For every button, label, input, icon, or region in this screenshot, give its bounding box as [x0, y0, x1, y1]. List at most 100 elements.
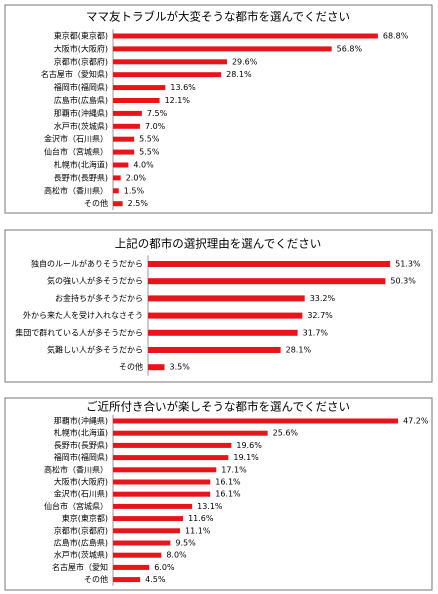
panel [4, 397, 433, 591]
value-label: 16.1% [215, 478, 241, 487]
value-label: 47.2% [403, 417, 429, 426]
category-label: 広島市(広島県) [54, 538, 108, 548]
value-label: 1.5% [124, 186, 145, 195]
value-label: 12.1% [165, 96, 191, 105]
category-label: 那覇市(沖縄県) [54, 108, 108, 118]
bar [113, 418, 399, 424]
category-label: 長野市(長野県) [54, 172, 108, 182]
bar [113, 98, 160, 103]
value-label: 4.5% [145, 575, 166, 584]
value-label: 19.6% [236, 441, 262, 450]
value-label: 8.0% [166, 551, 187, 560]
bar [113, 577, 141, 583]
bar [113, 552, 162, 558]
bar [113, 162, 129, 168]
category-label: その他 [84, 574, 108, 584]
value-label: 13.6% [170, 83, 196, 92]
category-label: 集団で群れている人が多そうだから [15, 327, 143, 337]
value-label: 2.5% [128, 199, 149, 208]
value-label: 6.0% [154, 563, 175, 572]
bar [148, 364, 165, 371]
panel [4, 4, 433, 214]
value-label: 28.1% [226, 70, 252, 79]
value-label: 7.5% [147, 109, 168, 118]
bar [113, 540, 171, 546]
value-label: 29.6% [232, 57, 258, 66]
value-label: 25.6% [273, 429, 299, 438]
value-label: 2.0% [126, 173, 147, 182]
value-label: 16.1% [215, 490, 241, 499]
bar [148, 295, 305, 302]
category-label: 長野市(長野県) [54, 440, 108, 450]
category-label: 水戸市(茨城県) [54, 550, 108, 560]
category-label: 高松市（香川県） [44, 464, 108, 474]
bar [113, 149, 135, 155]
value-label: 19.1% [233, 453, 259, 462]
value-label: 32.7% [307, 311, 333, 320]
category-label: 大阪市(大阪府) [54, 43, 108, 53]
value-label: 7.0% [145, 122, 166, 131]
bar [113, 59, 227, 65]
bar [113, 491, 211, 497]
bar [113, 467, 217, 473]
value-label: 11.6% [188, 514, 214, 523]
bar [113, 479, 211, 485]
category-label: 東京(東京都) [62, 513, 108, 523]
bar [113, 455, 229, 461]
bar [113, 188, 119, 194]
category-label: その他 [119, 362, 143, 372]
category-label: 名古屋市（愛知県) [41, 69, 108, 79]
category-label: 仙台市（宮城県） [44, 147, 108, 157]
category-label: 福岡市(福岡県) [54, 82, 108, 92]
category-label: 独自のルールがありそうだから [31, 259, 143, 269]
bar [148, 278, 386, 285]
category-label: 札幌市(北海道) [54, 428, 108, 438]
bar [113, 503, 193, 509]
category-label: 気難しい人が多そうだから [47, 345, 143, 355]
bar [113, 528, 181, 534]
value-label: 11.1% [185, 526, 211, 535]
category-label: 高松市（香川県） [44, 185, 108, 195]
bar [113, 201, 123, 207]
value-label: 50.3% [390, 277, 416, 286]
chart-title: ご近所付き合いが楽しそうな都市を選んでください [86, 400, 350, 414]
category-label: 外から来た人を受け入れなさそう [23, 310, 143, 320]
bar [148, 312, 303, 319]
category-label: 那覇市(沖縄県) [54, 416, 108, 426]
value-label: 5.5% [139, 135, 160, 144]
category-label: 京都市(京都府) [54, 525, 108, 535]
category-label: 水戸市(茨城県) [54, 121, 108, 131]
category-label: 広島市(広島県) [54, 95, 108, 105]
category-label: 気の強い人が多そうだから [47, 276, 143, 286]
value-label: 31.7% [303, 328, 329, 337]
bar [113, 442, 232, 448]
category-label: 金沢市（石川県） [44, 134, 108, 144]
category-label: 福岡市(福岡県) [54, 452, 108, 462]
bar [113, 33, 378, 39]
bar [113, 123, 140, 129]
bar [113, 175, 121, 181]
bar [113, 516, 184, 522]
value-label: 33.2% [310, 294, 336, 303]
value-label: 28.1% [286, 346, 312, 355]
bar [148, 261, 391, 267]
value-label: 51.3% [395, 260, 421, 269]
bar [148, 347, 281, 353]
category-label: 東京都(東京都) [54, 31, 108, 41]
value-label: 13.1% [197, 502, 223, 511]
chart-title: 上記の都市の選択理由を選んでください [115, 237, 321, 251]
bar [113, 72, 222, 78]
panel [4, 229, 433, 383]
category-label: 金沢市(石川県) [54, 489, 108, 499]
category-label: お金持ちが多そうだから [55, 293, 143, 303]
bar [113, 136, 135, 142]
category-label: その他 [84, 198, 108, 208]
category-label: 名古屋市（愛知 [52, 562, 108, 572]
bar [113, 430, 268, 436]
category-label: 京都市(京都府) [54, 56, 108, 66]
bar [113, 110, 142, 116]
value-label: 9.5% [175, 539, 196, 548]
value-label: 5.5% [139, 148, 160, 157]
value-label: 17.1% [221, 465, 247, 474]
chart-title: ママ友トラブルが大変そうな都市を選んでください [86, 10, 350, 24]
